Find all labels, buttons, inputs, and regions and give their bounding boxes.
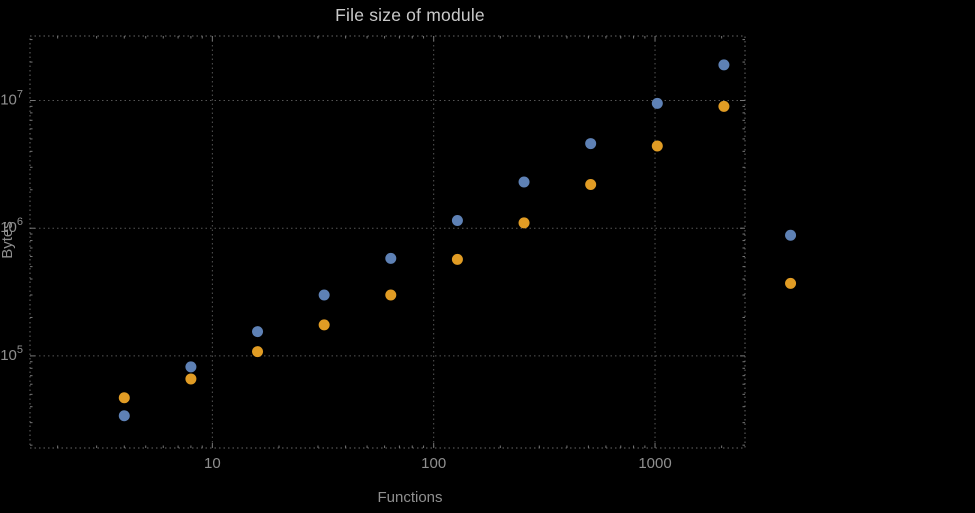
data-point-orange [385, 289, 397, 301]
data-point-orange [585, 178, 597, 190]
data-point-orange [318, 319, 330, 331]
data-point-orange [185, 373, 197, 385]
data-point-blue [185, 361, 197, 373]
y-tick-exponent: 7 [17, 89, 23, 101]
data-point-blue [318, 289, 330, 301]
y-axis-label: Bytes [0, 221, 16, 259]
data-point-blue [118, 410, 130, 422]
data-point-orange [785, 277, 797, 289]
data-point-orange [451, 253, 463, 265]
x-axis-label: Functions [377, 489, 443, 506]
plot-frame [29, 35, 746, 449]
data-point-orange [718, 100, 730, 112]
y-tick-label: 105 [0, 344, 23, 364]
x-tick-label: 10 [204, 455, 221, 472]
y-tick-exponent: 5 [17, 344, 23, 356]
x-tick-label: 1000 [638, 455, 671, 472]
chart-title: File size of module [335, 5, 485, 25]
x-tick-label: 100 [421, 455, 446, 472]
data-point-blue [252, 326, 264, 338]
data-point-blue [385, 252, 397, 264]
data-point-orange [651, 140, 663, 152]
data-point-blue [451, 214, 463, 226]
data-point-blue [585, 138, 597, 150]
data-point-blue [785, 229, 797, 241]
data-point-blue [651, 97, 663, 109]
data-point-blue [518, 176, 530, 188]
y-tick-label: 107 [0, 89, 23, 109]
data-point-blue [718, 59, 730, 71]
data-point-orange [518, 217, 530, 229]
y-tick-exponent: 6 [17, 216, 23, 228]
data-point-orange [118, 392, 130, 404]
data-point-orange [252, 346, 264, 358]
